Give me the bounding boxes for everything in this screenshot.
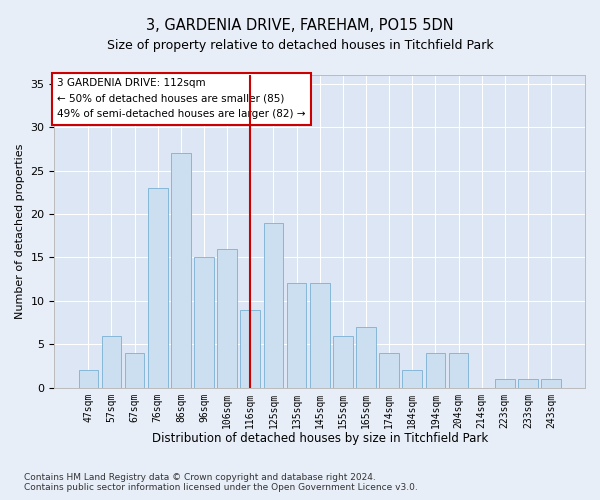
Bar <box>356 327 376 388</box>
Text: 3, GARDENIA DRIVE, FAREHAM, PO15 5DN: 3, GARDENIA DRIVE, FAREHAM, PO15 5DN <box>146 18 454 32</box>
Bar <box>171 153 191 388</box>
Bar <box>241 310 260 388</box>
Text: Size of property relative to detached houses in Titchfield Park: Size of property relative to detached ho… <box>107 39 493 52</box>
Bar <box>310 284 329 388</box>
Bar <box>449 353 469 388</box>
X-axis label: Distribution of detached houses by size in Titchfield Park: Distribution of detached houses by size … <box>152 432 488 445</box>
Bar <box>263 222 283 388</box>
Bar <box>148 188 167 388</box>
Text: Contains HM Land Registry data © Crown copyright and database right 2024.: Contains HM Land Registry data © Crown c… <box>24 472 376 482</box>
Bar <box>125 353 145 388</box>
Text: Contains public sector information licensed under the Open Government Licence v3: Contains public sector information licen… <box>24 484 418 492</box>
Bar <box>379 353 399 388</box>
Bar <box>541 379 561 388</box>
Bar <box>425 353 445 388</box>
Bar <box>194 258 214 388</box>
Y-axis label: Number of detached properties: Number of detached properties <box>15 144 25 319</box>
Text: 3 GARDENIA DRIVE: 112sqm
← 50% of detached houses are smaller (85)
49% of semi-d: 3 GARDENIA DRIVE: 112sqm ← 50% of detach… <box>57 78 305 120</box>
Bar <box>333 336 353 388</box>
Bar <box>79 370 98 388</box>
Bar <box>495 379 515 388</box>
Bar <box>403 370 422 388</box>
Bar <box>518 379 538 388</box>
Bar <box>287 284 307 388</box>
Bar <box>101 336 121 388</box>
Bar <box>217 248 237 388</box>
